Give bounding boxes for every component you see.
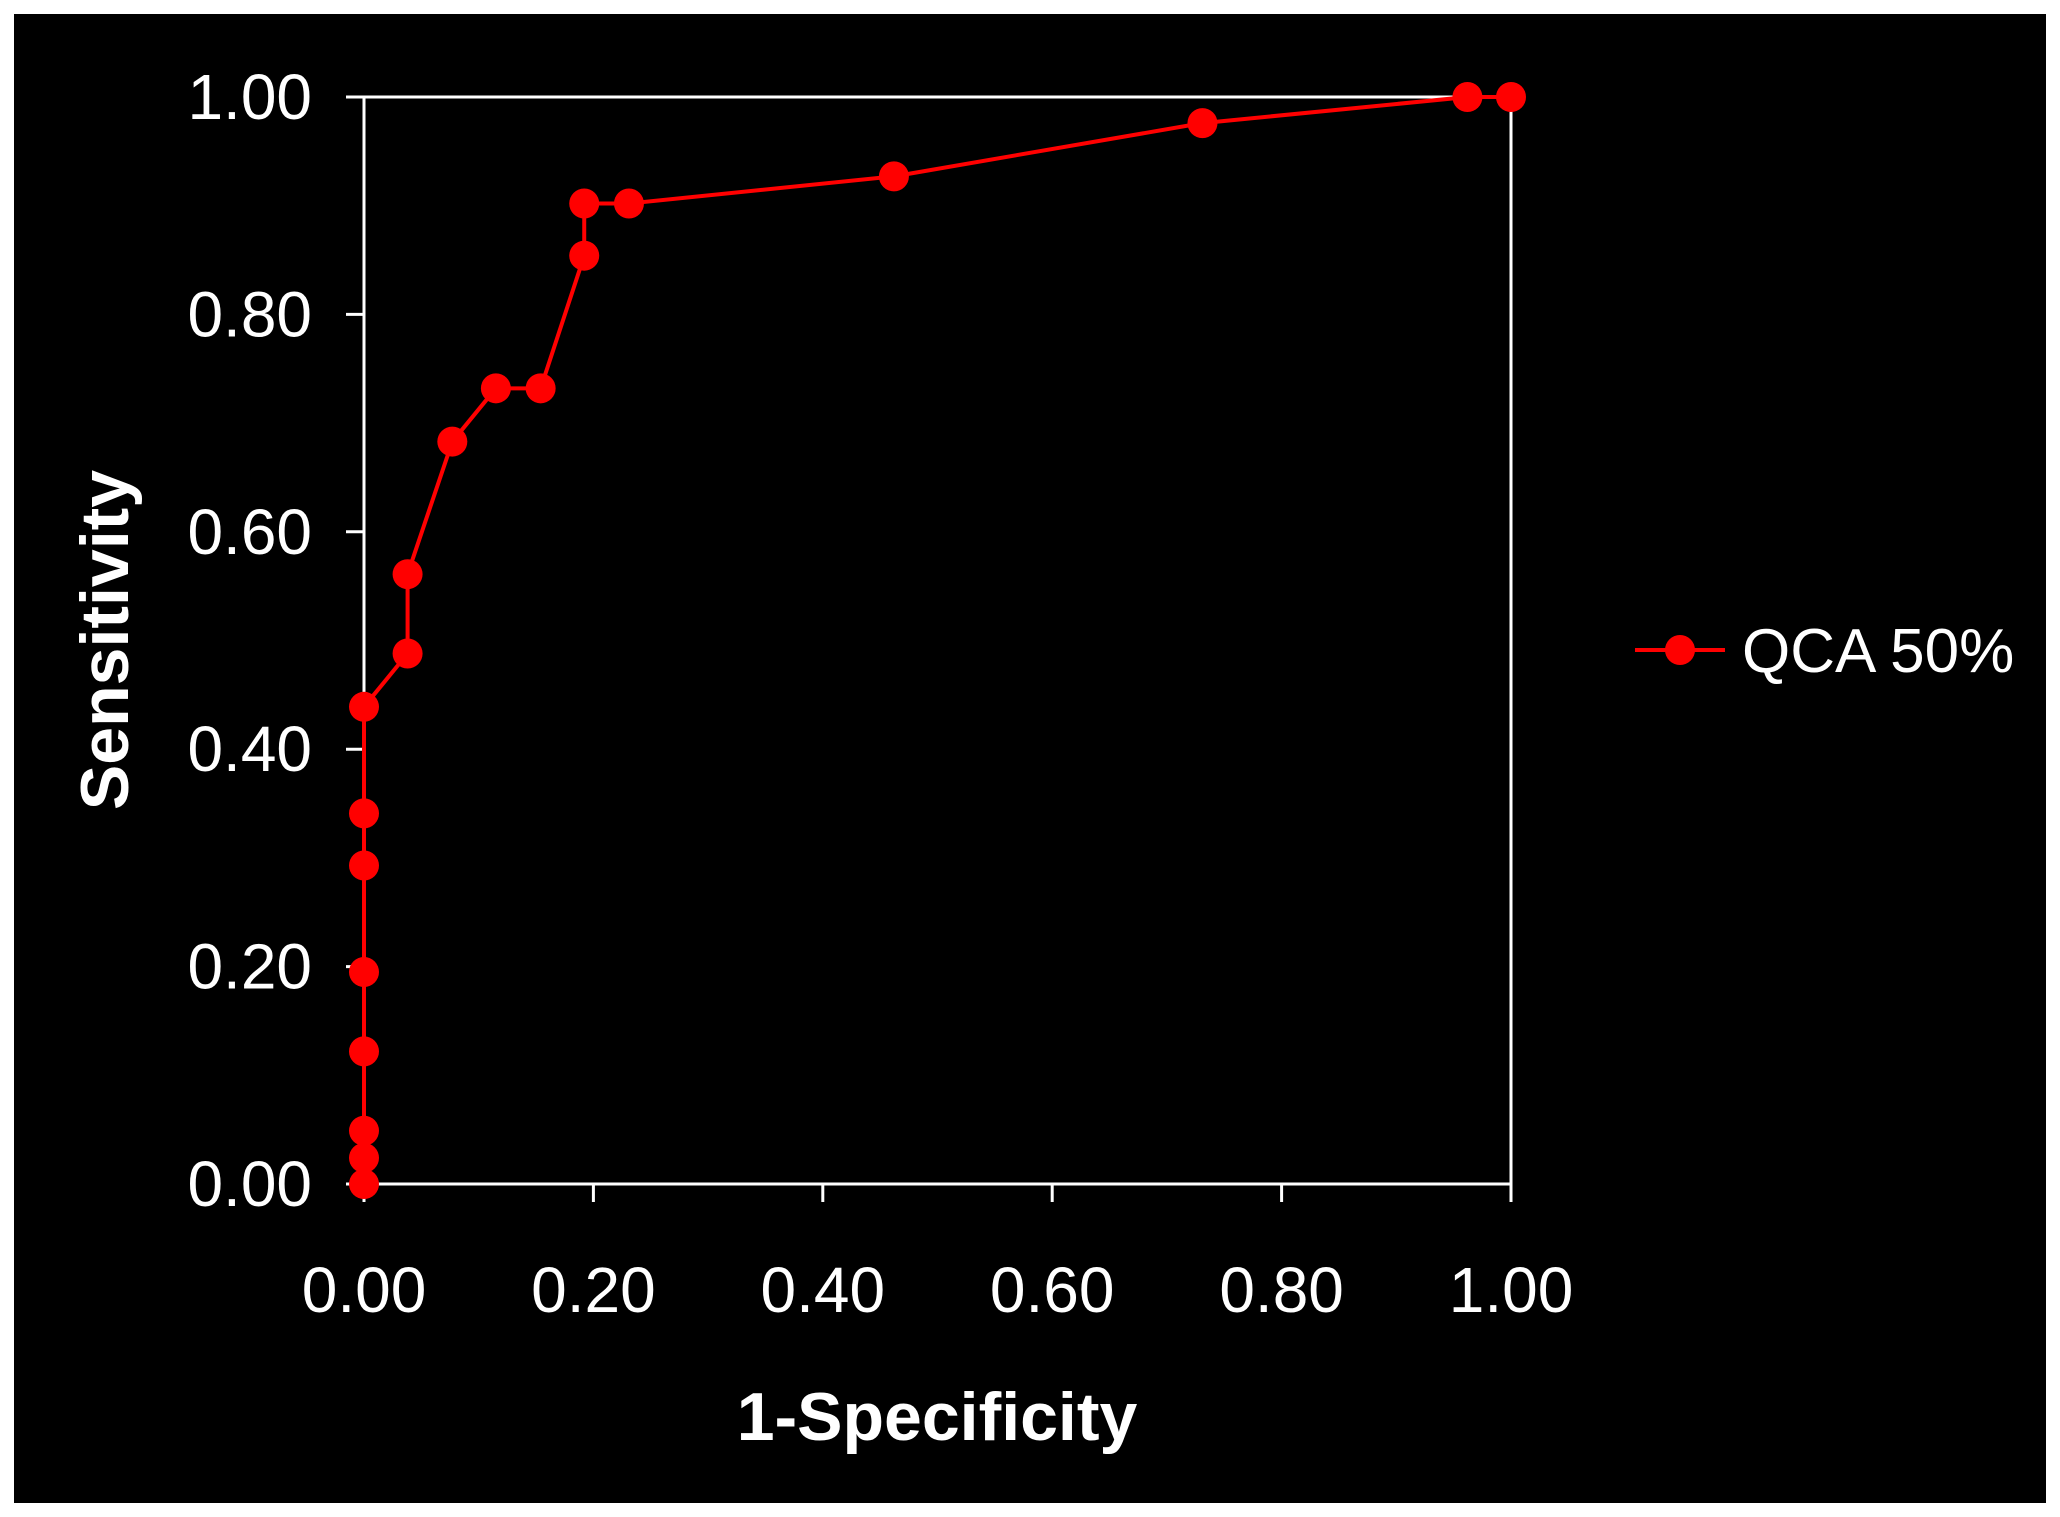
data-point [878, 161, 909, 192]
y-tick-label: 0.40 [187, 713, 312, 785]
data-point [613, 188, 644, 219]
data-point [1452, 82, 1483, 112]
y-tick-label: 0.80 [187, 278, 312, 350]
x-tick-label: 0.20 [531, 1254, 656, 1326]
data-point [349, 850, 379, 881]
data-point [349, 1142, 379, 1173]
legend-label: QCA 50% [1742, 617, 2014, 686]
data-point [349, 691, 379, 722]
data-point [480, 373, 511, 404]
series-layer [349, 82, 1526, 1199]
data-point [349, 1036, 379, 1067]
data-point [349, 1115, 379, 1146]
data-point [349, 1169, 379, 1199]
data-point [349, 957, 379, 988]
x-tick-label: 0.80 [1219, 1254, 1344, 1326]
y-tick-label: 1.00 [187, 61, 312, 133]
y-tick-label: 0.00 [187, 1148, 312, 1220]
legend: QCA 50% [1635, 617, 2014, 686]
data-point [437, 426, 468, 457]
x-tick-label: 0.00 [302, 1254, 427, 1326]
y-axis-ticks: 0.00 0.20 0.40 0.60 0.80 1.00 [187, 61, 364, 1220]
data-point [392, 638, 423, 669]
plot-area [362, 95, 1513, 1186]
data-point [569, 188, 600, 219]
x-axis-ticks: 0.00 0.20 0.40 0.60 0.80 1.00 [302, 1184, 1574, 1326]
data-point [1187, 108, 1218, 139]
data-point [569, 240, 600, 271]
chart-background [14, 14, 2046, 1503]
data-point [1496, 82, 1526, 112]
data-point [392, 559, 423, 590]
y-tick-label: 0.60 [187, 496, 312, 568]
x-tick-label: 0.40 [761, 1254, 886, 1326]
x-tick-label: 0.60 [990, 1254, 1115, 1326]
plot-border [362, 95, 1513, 1186]
data-point [525, 373, 556, 404]
legend-marker [1665, 635, 1695, 665]
data-point [349, 798, 379, 829]
x-tick-label: 1.00 [1449, 1254, 1574, 1326]
y-tick-label: 0.20 [187, 931, 312, 1003]
y-axis-title: Sensitivity [67, 470, 143, 810]
x-axis-title: 1-Specificity [737, 1379, 1138, 1455]
